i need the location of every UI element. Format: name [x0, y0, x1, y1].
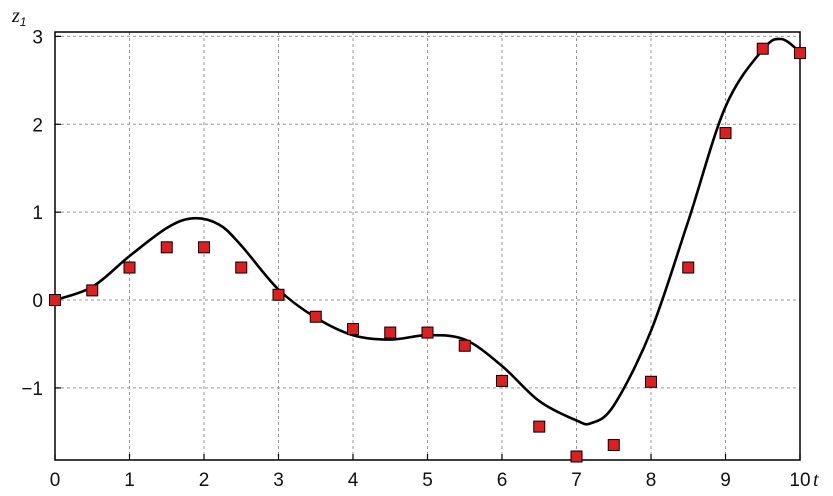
y-tick-label: −1	[21, 379, 43, 400]
data-point	[235, 261, 248, 274]
y-tick-label: 2	[32, 115, 43, 136]
data-point	[570, 450, 583, 463]
data-point	[496, 374, 508, 387]
y-tick-label: 0	[32, 291, 43, 312]
grid	[55, 32, 800, 460]
x-tick-label: 8	[646, 470, 657, 491]
y-axis-label-base: z	[11, 5, 20, 27]
data-point	[347, 323, 359, 336]
x-tick-label: 9	[720, 470, 731, 491]
x-tick-label: 7	[571, 470, 582, 491]
series-points	[49, 42, 806, 463]
data-point	[160, 241, 173, 254]
x-tick-label: 6	[497, 470, 508, 491]
data-point	[533, 420, 546, 433]
data-point	[719, 127, 732, 140]
x-tick-label: 0	[50, 470, 61, 491]
data-point	[123, 261, 136, 274]
data-point	[794, 47, 806, 60]
series-line	[54, 37, 801, 426]
y-tick-label: 1	[32, 203, 43, 224]
axis-ticks	[54, 35, 801, 460]
y-axis-label-subscript: 1	[20, 15, 27, 29]
x-tick-label: 4	[348, 470, 359, 491]
tick-labels: 0 1 2 3 4 5 6 7 8 9 10 −1 0 1 2 3	[21, 27, 810, 491]
y-axis-label: z1	[11, 5, 26, 29]
y-tick-label: 3	[32, 27, 43, 48]
x-tick-label: 5	[422, 470, 433, 491]
x-tick-label: 1	[124, 470, 135, 491]
data-point	[421, 326, 434, 339]
data-point	[86, 284, 99, 297]
model-curve	[54, 37, 801, 426]
data-point	[607, 439, 620, 452]
x-tick-label: 3	[273, 470, 284, 491]
data-point	[309, 310, 322, 323]
data-point	[384, 326, 397, 339]
x-axis-label: t	[813, 469, 819, 491]
data-point	[272, 288, 285, 301]
data-point	[458, 339, 471, 352]
x-tick-label: 10	[789, 470, 810, 491]
data-point	[645, 375, 657, 388]
data-point	[49, 294, 61, 307]
x-tick-label: 2	[199, 470, 210, 491]
data-point	[756, 42, 769, 55]
data-point	[198, 241, 210, 254]
data-point	[682, 261, 695, 274]
